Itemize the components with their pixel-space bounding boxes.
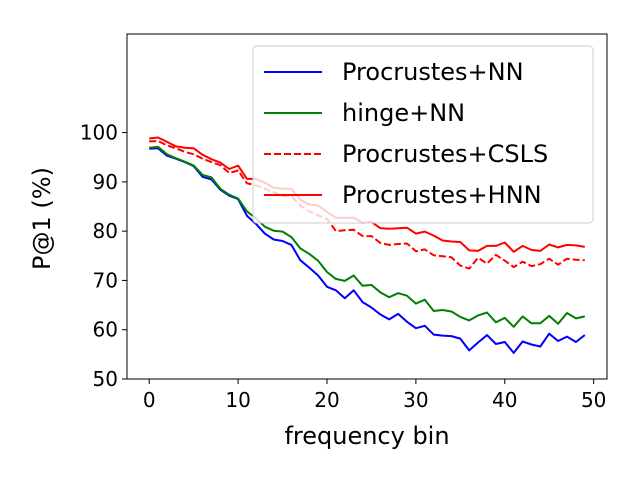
y-tick-label: 60 (93, 318, 118, 342)
x-axis: 0 10 20 30 40 50 (143, 379, 606, 412)
legend-label-1: Procrustes+NN (342, 58, 524, 86)
x-tick-label: 30 (403, 388, 428, 412)
y-axis-title: P@1 (%) (28, 167, 56, 270)
x-tick-label: 20 (314, 388, 339, 412)
x-tick-label: 10 (225, 388, 250, 412)
plot-frame (126, 33, 608, 380)
series-line-3 (149, 140, 585, 270)
x-tick-label: 50 (581, 388, 606, 412)
legend-label-2: hinge+NN (342, 99, 465, 127)
y-axis: 50 60 70 80 90 100 (80, 121, 127, 391)
legend-label-4: Procrustes+HNN (342, 181, 542, 209)
y-tick-label: 80 (93, 219, 118, 243)
legend-label-3: Procrustes+CSLS (342, 140, 548, 168)
legend: Procrustes+NN hinge+NN Procrustes+CSLS Proc… (252, 45, 594, 224)
y-tick-label: 100 (80, 121, 118, 145)
legend-box (252, 45, 594, 224)
x-axis-title: frequency bin (284, 422, 449, 450)
y-tick-label: 70 (93, 268, 118, 292)
x-tick-label: 40 (492, 388, 517, 412)
series-line-2 (149, 145, 586, 328)
x-tick-label: 0 (143, 388, 156, 412)
y-tick-label: 90 (93, 170, 118, 194)
y-tick-label: 50 (93, 367, 118, 391)
